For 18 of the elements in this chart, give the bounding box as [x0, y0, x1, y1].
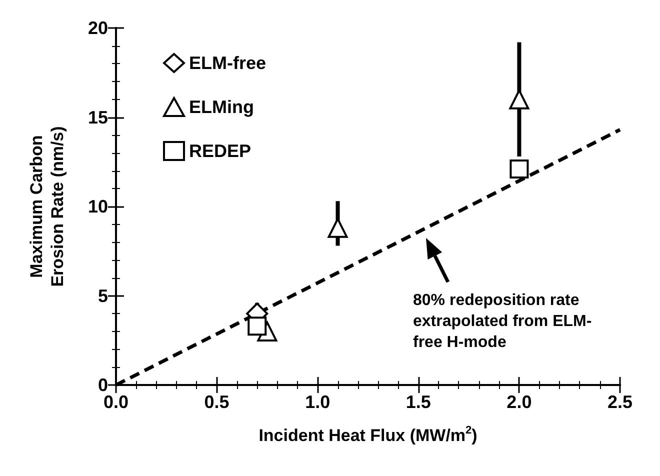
y-tick-label: 15 — [88, 107, 108, 128]
x-tick-label: 2.5 — [607, 392, 633, 412]
y-tick-label: 20 — [88, 18, 108, 38]
x-tick-label: 2.0 — [506, 392, 532, 412]
y-tick-label: 5 — [98, 286, 108, 306]
y-tick-label: 10 — [88, 196, 108, 216]
x-tick-label: 1.5 — [406, 392, 431, 412]
legend-label: ELMing — [189, 97, 254, 117]
x-tick-label: 0.5 — [204, 392, 230, 412]
point — [248, 316, 267, 336]
point — [510, 160, 529, 179]
legend-label: REDEP — [189, 141, 252, 161]
y-tick-label: 0 — [98, 375, 108, 395]
x-tick-label: 1.0 — [305, 392, 330, 412]
x-tick-label: 0.0 — [103, 392, 129, 412]
legend-label: ELM-free — [189, 53, 266, 73]
annotation: 80% redeposition rate extrapolated from ELM- free H-mode — [413, 292, 592, 351]
y-axis-title: Maximum Carbon Erosion Rate (nm/s) — [27, 126, 67, 287]
